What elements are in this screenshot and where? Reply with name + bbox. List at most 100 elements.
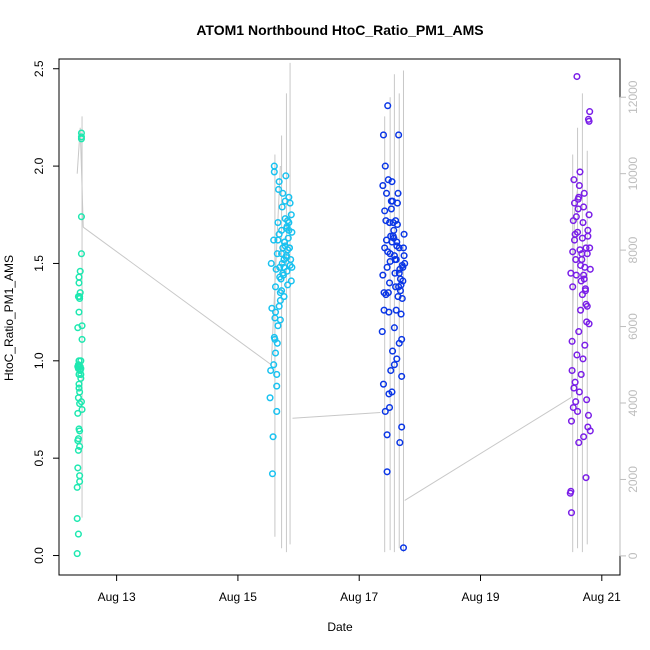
data-point bbox=[77, 365, 85, 373]
x-tick-label: Aug 17 bbox=[340, 590, 378, 604]
data-point bbox=[387, 366, 395, 375]
data-point bbox=[567, 487, 575, 495]
data-point bbox=[273, 250, 281, 258]
data-point bbox=[577, 306, 585, 314]
data-point bbox=[567, 269, 575, 277]
data-point bbox=[396, 275, 405, 283]
secondary-line-segment bbox=[82, 226, 272, 366]
data-point bbox=[273, 382, 281, 390]
data-point bbox=[73, 550, 81, 558]
data-point bbox=[74, 409, 82, 417]
y-tick-label: 2.0 bbox=[32, 157, 46, 174]
data-point bbox=[379, 131, 388, 139]
data-point bbox=[393, 242, 401, 250]
data-point bbox=[75, 273, 83, 281]
data-point bbox=[286, 199, 294, 207]
data-point bbox=[270, 236, 278, 244]
data-point bbox=[398, 423, 406, 431]
data-point bbox=[390, 226, 398, 234]
data-point bbox=[580, 189, 588, 197]
data-point bbox=[378, 328, 386, 336]
data-point bbox=[77, 357, 85, 365]
data-point bbox=[579, 355, 587, 363]
data-point bbox=[584, 411, 593, 419]
data-point bbox=[570, 236, 579, 244]
data-point bbox=[269, 433, 277, 441]
data-point bbox=[278, 259, 286, 268]
y-tick-label: 1.5 bbox=[32, 255, 46, 272]
secondary-y-tick-label: 2000 bbox=[626, 466, 640, 493]
data-point bbox=[77, 398, 85, 406]
data-point bbox=[76, 477, 84, 486]
data-point bbox=[282, 254, 290, 262]
data-point bbox=[572, 213, 580, 221]
data-point bbox=[579, 219, 587, 227]
secondary-y-tick-label: 6000 bbox=[626, 313, 640, 340]
secondary-y-tick-label: 4000 bbox=[626, 389, 640, 416]
data-point bbox=[76, 388, 84, 396]
data-points-layer bbox=[73, 72, 594, 558]
data-point bbox=[575, 328, 583, 336]
data-point bbox=[568, 337, 576, 345]
data-point bbox=[575, 439, 583, 447]
data-point bbox=[74, 464, 82, 472]
data-point bbox=[274, 322, 282, 330]
data-point bbox=[576, 168, 584, 176]
data-point bbox=[276, 296, 284, 304]
data-point bbox=[288, 263, 296, 271]
data-point bbox=[267, 366, 275, 375]
data-point bbox=[287, 277, 295, 285]
data-point bbox=[400, 252, 408, 260]
data-point bbox=[581, 341, 589, 349]
y-axis-label: HtoC_Ratio_PM1_AMS bbox=[2, 255, 16, 381]
data-point bbox=[395, 339, 403, 347]
data-point bbox=[390, 361, 398, 369]
data-point bbox=[274, 219, 282, 227]
data-point bbox=[76, 267, 84, 275]
data-point bbox=[582, 244, 590, 252]
data-point bbox=[273, 407, 281, 415]
data-point bbox=[383, 468, 391, 476]
data-point bbox=[392, 306, 400, 314]
data-point bbox=[384, 102, 392, 110]
data-point bbox=[569, 248, 577, 256]
data-point bbox=[577, 370, 585, 378]
data-point bbox=[77, 374, 85, 382]
data-point bbox=[268, 304, 276, 312]
data-point bbox=[287, 211, 295, 219]
data-point bbox=[391, 269, 399, 277]
data-point bbox=[73, 514, 81, 523]
data-point bbox=[285, 226, 293, 234]
data-point bbox=[582, 474, 590, 482]
chart-title: ATOM1 Northbound HtoC_Ratio_PM1_AMS bbox=[196, 22, 483, 38]
data-point bbox=[385, 403, 394, 412]
y-tick-label: 0.0 bbox=[32, 547, 46, 564]
data-point bbox=[584, 423, 592, 431]
data-point bbox=[280, 293, 288, 301]
data-point bbox=[569, 403, 577, 412]
data-point bbox=[381, 162, 389, 170]
secondary-y-tick-label: 0 bbox=[626, 552, 640, 559]
data-point bbox=[76, 293, 84, 301]
data-point bbox=[585, 117, 593, 125]
data-point bbox=[569, 283, 577, 291]
data-point bbox=[77, 213, 85, 221]
data-point bbox=[77, 129, 85, 137]
data-point bbox=[586, 108, 594, 116]
secondary-line-segment bbox=[270, 165, 281, 365]
data-point bbox=[267, 259, 275, 268]
data-point bbox=[573, 72, 581, 81]
data-point bbox=[573, 228, 582, 236]
data-point bbox=[278, 203, 286, 211]
data-point bbox=[76, 427, 84, 435]
data-point bbox=[273, 370, 281, 378]
data-point bbox=[380, 306, 388, 314]
x-axis: Aug 13 Aug 15 Aug 17 Aug 19 Aug 21 bbox=[98, 575, 621, 604]
secondary-line-layer bbox=[76, 62, 588, 553]
data-point bbox=[575, 388, 583, 396]
data-point bbox=[393, 355, 401, 363]
data-point bbox=[580, 271, 588, 279]
data-point bbox=[75, 384, 83, 392]
data-point bbox=[388, 388, 396, 396]
